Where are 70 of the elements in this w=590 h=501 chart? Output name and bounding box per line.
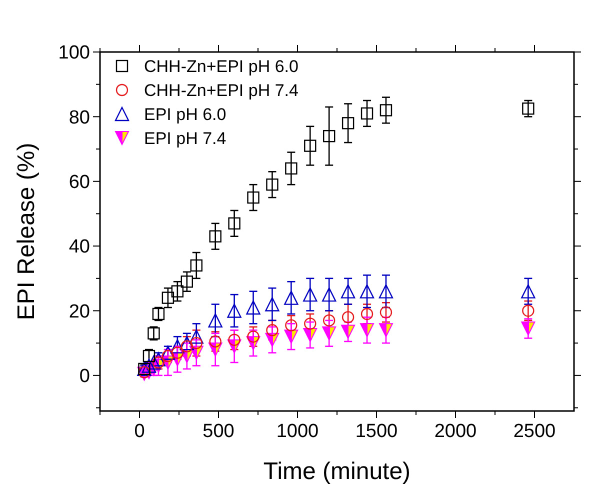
point bbox=[171, 285, 184, 298]
x-tick-label: 500 bbox=[202, 421, 234, 442]
point bbox=[342, 117, 354, 130]
x-tick-label: 0 bbox=[134, 421, 145, 442]
point bbox=[304, 140, 316, 152]
point bbox=[228, 217, 240, 230]
point bbox=[247, 191, 260, 204]
point bbox=[323, 130, 336, 142]
point bbox=[208, 313, 222, 328]
point bbox=[284, 290, 298, 305]
point bbox=[160, 346, 176, 360]
point bbox=[380, 306, 392, 318]
point bbox=[189, 330, 204, 344]
point bbox=[180, 276, 193, 288]
point bbox=[209, 335, 222, 348]
point bbox=[303, 287, 318, 302]
point bbox=[360, 284, 374, 298]
point bbox=[190, 259, 202, 272]
x-tick-label: 2000 bbox=[434, 421, 477, 442]
point bbox=[521, 322, 536, 336]
point bbox=[266, 178, 278, 191]
point bbox=[323, 314, 336, 327]
x-tick-label: 1500 bbox=[355, 421, 398, 442]
y-tick-label: 60 bbox=[68, 172, 90, 194]
point bbox=[378, 323, 393, 338]
point bbox=[521, 284, 536, 298]
point bbox=[246, 300, 260, 315]
point bbox=[190, 336, 202, 350]
legend-label: CHH-Zn+EPI pH 6.0 bbox=[144, 56, 298, 76]
legend-label: CHH-Zn+EPI pH 7.4 bbox=[144, 80, 298, 100]
legend-label: EPI pH 7.4 bbox=[144, 128, 226, 148]
point bbox=[228, 334, 240, 346]
point bbox=[322, 287, 336, 302]
point bbox=[360, 308, 374, 320]
point bbox=[360, 323, 374, 338]
point bbox=[304, 318, 316, 330]
point bbox=[378, 284, 394, 298]
point bbox=[266, 324, 278, 336]
point bbox=[341, 324, 356, 339]
legend-label: EPI pH 6.0 bbox=[144, 104, 226, 124]
x-tick-label: 1000 bbox=[276, 421, 319, 442]
point bbox=[303, 328, 318, 342]
point bbox=[146, 355, 161, 370]
point bbox=[285, 319, 298, 332]
point bbox=[265, 297, 280, 312]
point bbox=[170, 339, 185, 354]
point bbox=[151, 352, 166, 366]
point bbox=[380, 104, 392, 116]
point bbox=[247, 330, 260, 343]
point bbox=[209, 230, 222, 242]
point bbox=[180, 336, 194, 350]
point bbox=[227, 304, 242, 318]
point bbox=[285, 162, 298, 175]
point bbox=[284, 330, 298, 344]
point bbox=[180, 340, 193, 352]
point bbox=[162, 292, 174, 304]
y-tick-label: 80 bbox=[68, 107, 90, 128]
point bbox=[360, 107, 374, 120]
point bbox=[340, 284, 356, 298]
y-tick-label: 0 bbox=[79, 366, 90, 388]
point bbox=[522, 304, 534, 317]
point bbox=[322, 326, 336, 340]
y-axis-title: EPI Release (%) bbox=[13, 142, 40, 320]
x-axis-title: Time (minute) bbox=[263, 458, 411, 485]
point bbox=[342, 311, 354, 324]
x-tick-label: 2500 bbox=[513, 421, 556, 442]
point bbox=[522, 102, 534, 115]
y-tick-label: 20 bbox=[68, 301, 90, 322]
y-tick-label: 100 bbox=[58, 42, 90, 64]
y-tick-label: 40 bbox=[68, 236, 90, 258]
